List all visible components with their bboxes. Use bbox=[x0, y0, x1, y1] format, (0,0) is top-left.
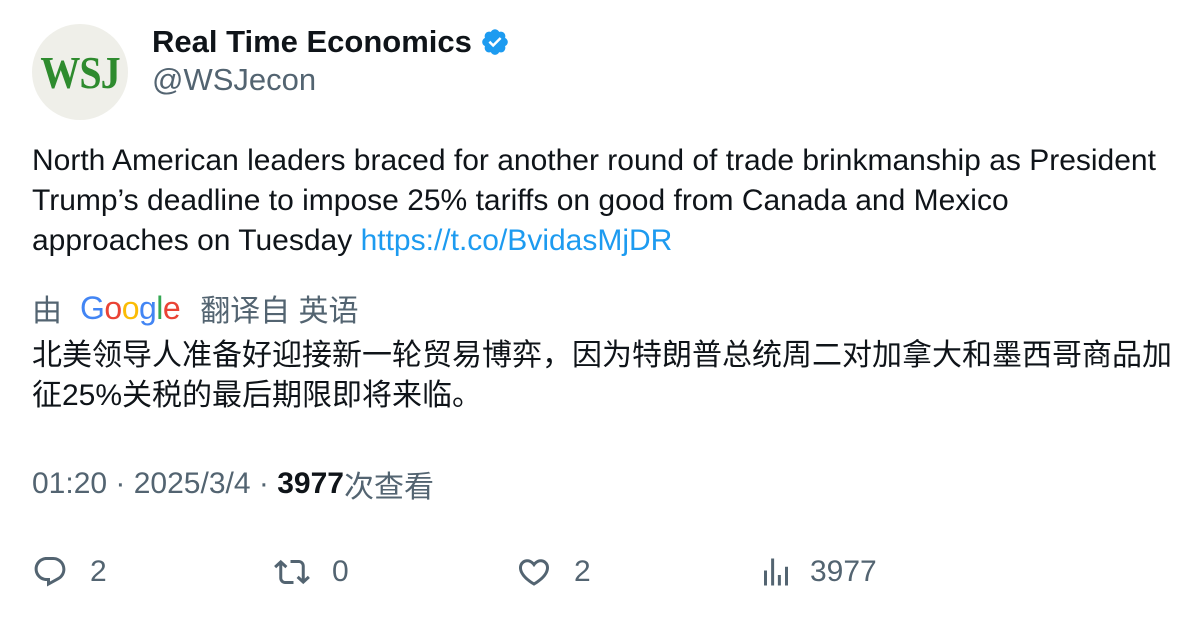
tweet-text: North American leaders braced for anothe… bbox=[32, 141, 1172, 261]
google-letter: G bbox=[80, 289, 105, 326]
tweet-body: North American leaders braced for anothe… bbox=[32, 144, 1156, 257]
translation-suffix: 翻译自 英语 bbox=[200, 295, 359, 328]
translated-text: 北美领导人准备好迎接新一轮贸易博弈，因为特朗普总统周二对加拿大和墨西哥商品加征2… bbox=[32, 339, 1172, 412]
like-count: 2 bbox=[574, 555, 591, 588]
meta-separator: · bbox=[250, 467, 278, 500]
like-button[interactable]: 2 bbox=[516, 550, 591, 594]
tweet-meta: 01:20 · 2025/3/4 · 3977 次查看 bbox=[32, 463, 434, 505]
avatar[interactable]: WSJ bbox=[32, 24, 128, 120]
google-letter: g bbox=[138, 289, 157, 326]
heart-icon bbox=[518, 559, 550, 586]
translation-prefix: 由 bbox=[32, 295, 62, 328]
display-name-row: Real Time Economics bbox=[152, 22, 510, 62]
retweet-icon bbox=[274, 559, 310, 585]
reply-count: 2 bbox=[90, 555, 107, 588]
display-name[interactable]: Real Time Economics bbox=[152, 24, 472, 59]
tweet-date[interactable]: 2025/3/4 bbox=[133, 467, 251, 500]
google-logo[interactable]: G o o g l e bbox=[80, 289, 181, 327]
meta-separator: · bbox=[107, 467, 134, 500]
reply-icon bbox=[34, 557, 66, 587]
retweet-count: 0 bbox=[332, 555, 349, 588]
avatar-logo-text: WSJ bbox=[40, 46, 120, 98]
google-letter: e bbox=[162, 289, 181, 326]
reply-button[interactable]: 2 bbox=[32, 550, 107, 594]
tweet-link[interactable]: https://t.co/BvidasMjDR bbox=[360, 224, 673, 257]
analytics-icon bbox=[764, 558, 788, 586]
google-letter: o bbox=[104, 289, 122, 326]
retweet-button[interactable]: 0 bbox=[274, 550, 349, 594]
meta-views-label: 次查看 bbox=[343, 471, 434, 504]
meta-views-count: 3977 bbox=[277, 467, 344, 500]
google-letter: o bbox=[121, 289, 140, 326]
views-count: 3977 bbox=[810, 555, 877, 588]
tweet-time[interactable]: 01:20 bbox=[32, 467, 108, 500]
verified-badge-icon bbox=[482, 29, 508, 55]
translation-attribution: 由 G o o g l e 翻译自 英语 bbox=[32, 287, 359, 329]
user-handle[interactable]: @WSJecon bbox=[152, 62, 317, 97]
views-button[interactable]: 3977 bbox=[758, 550, 877, 594]
google-letter: l bbox=[156, 289, 163, 326]
